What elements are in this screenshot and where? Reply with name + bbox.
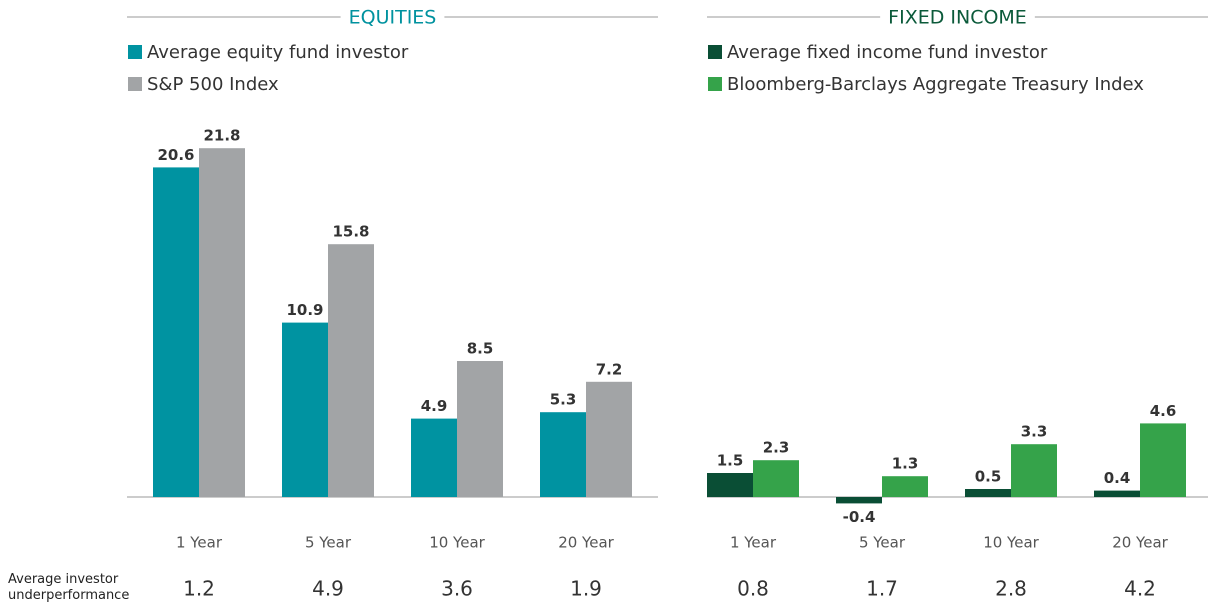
bar [1011,444,1057,497]
x-tick-label: 5 Year [859,534,906,552]
legend-swatch [708,77,722,91]
data-label: 5.3 [550,391,577,409]
panel-title: EQUITIES [349,7,437,29]
underperformance-value: 4.9 [312,577,344,601]
bar [457,361,503,497]
legend-swatch [128,45,142,59]
data-label: 3.3 [1021,423,1048,441]
underperformance-value: 2.8 [995,577,1027,601]
bar [882,476,928,497]
bar [753,460,799,497]
underperformance-value: 4.2 [1124,577,1156,601]
x-tick-label: 1 Year [176,534,223,552]
underperformance-value: 1.2 [183,577,215,601]
x-tick-label: 20 Year [558,534,614,552]
x-tick-label: 10 Year [429,534,485,552]
data-label: 7.2 [596,360,623,378]
bar [411,418,457,497]
data-label: 21.8 [203,127,240,145]
data-label: 0.5 [975,468,1002,486]
data-label: 2.3 [763,439,790,457]
data-label: 1.5 [717,452,744,470]
bar [199,148,245,497]
bar [1094,490,1140,497]
data-label: 10.9 [286,301,323,319]
underperformance-value: 0.8 [737,577,769,601]
bar [965,489,1011,497]
legend-label: S&P 500 Index [147,74,279,95]
title-bg [880,4,1035,30]
bar [153,167,199,497]
data-label: 4.6 [1150,402,1177,420]
data-label: 1.3 [892,455,919,473]
bar [540,412,586,497]
legend-label: Average equity fund investor [147,42,409,63]
x-tick-label: 10 Year [983,534,1039,552]
data-label: -0.4 [843,508,876,526]
row-label: Average investor underperformance [8,572,130,603]
bar [707,473,753,497]
bar [328,244,374,497]
legend-swatch [708,45,722,59]
data-label: 4.9 [421,397,448,415]
underperformance-value: 1.9 [570,577,602,601]
legend-label: Bloomberg-Barclays Aggregate Treasury In… [727,74,1144,95]
data-label: 8.5 [467,340,494,358]
title-bg [340,4,445,30]
data-label: 20.6 [157,146,194,164]
data-label: 15.8 [332,223,369,241]
x-tick-label: 20 Year [1112,534,1168,552]
underperformance-value: 1.7 [866,577,898,601]
data-label: 0.4 [1104,469,1131,487]
underperformance-value: 3.6 [441,577,473,601]
x-tick-label: 5 Year [305,534,352,552]
x-tick-label: 1 Year [730,534,777,552]
bar [586,381,632,497]
bar [282,322,328,497]
legend-swatch [128,77,142,91]
legend-label: Average fixed income fund investor [727,42,1048,63]
panel-title: FIXED INCOME [888,7,1027,29]
bar [1140,423,1186,497]
bar [836,497,882,504]
